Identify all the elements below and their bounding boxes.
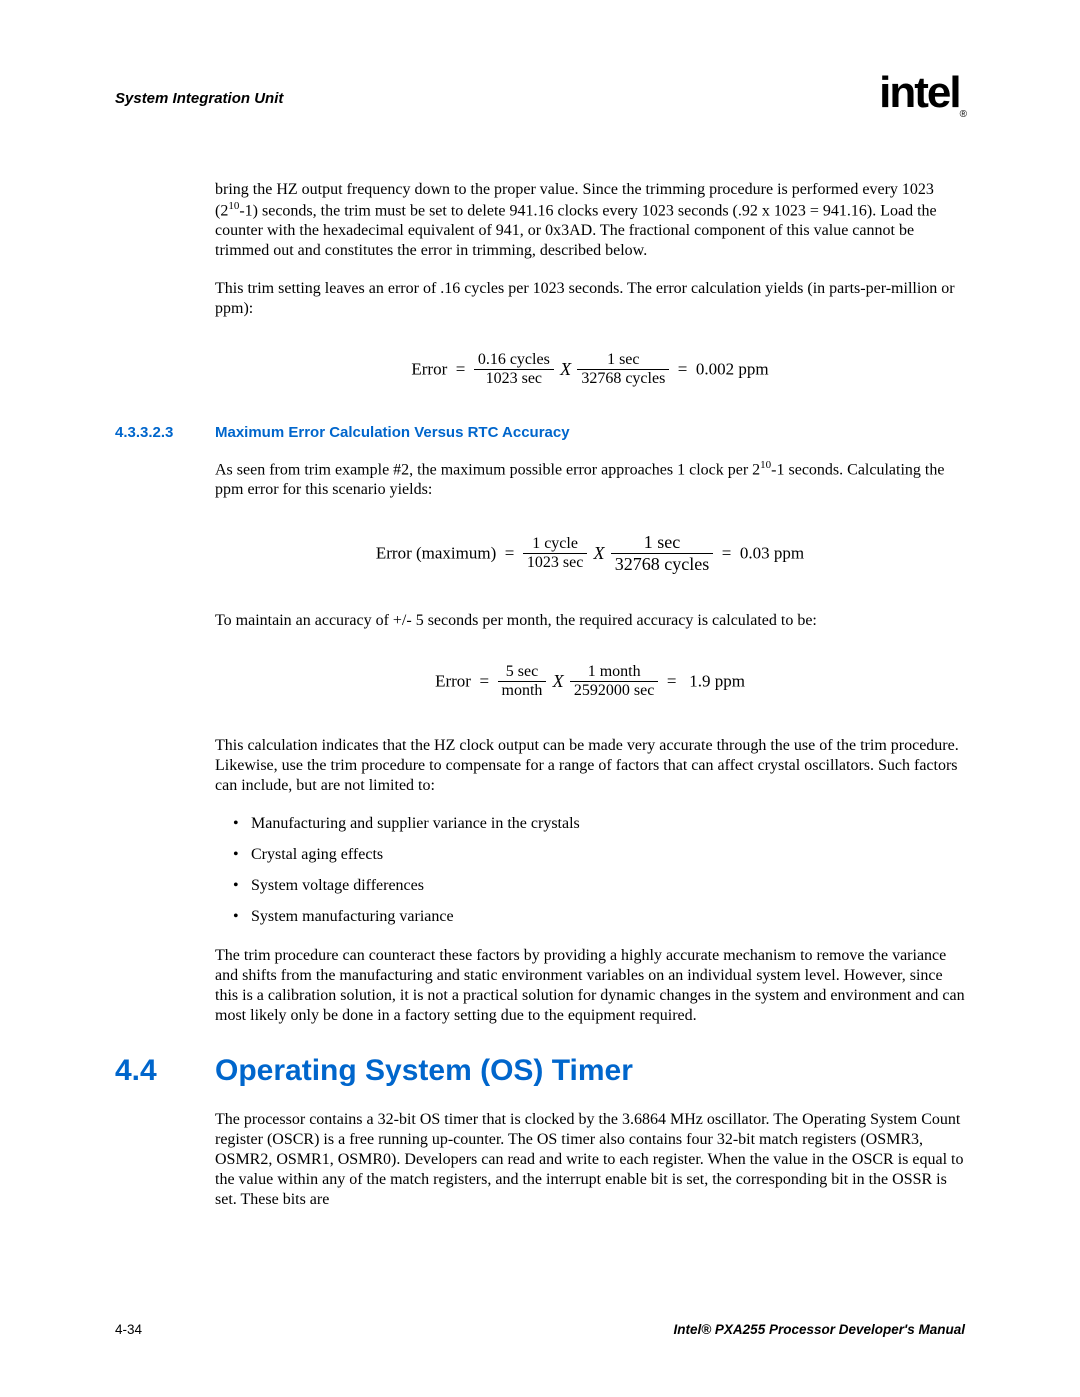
equation-error-max: Error (maximum) = 1 cycle 1023 sec X 1 s…	[215, 532, 965, 575]
list-item: System manufacturing variance	[233, 907, 965, 928]
list-item: System voltage differences	[233, 876, 965, 897]
section-number: 4.3.3.2.3	[115, 424, 215, 441]
paragraph: The processor contains a 32-bit OS timer…	[215, 1110, 965, 1210]
list-item: Manufacturing and supplier variance in t…	[233, 814, 965, 835]
page-footer: 4-34 Intel® PXA255 Processor Developer's…	[115, 1322, 965, 1337]
paragraph: The trim procedure can counteract these …	[215, 946, 965, 1026]
content-block: The processor contains a 32-bit OS timer…	[215, 1110, 965, 1210]
paragraph: As seen from trim example #2, the maximu…	[215, 459, 965, 500]
list-item: Crystal aging effects	[233, 845, 965, 866]
intel-logo: intel®	[879, 68, 965, 120]
content-block: bring the HZ output frequency down to th…	[215, 180, 965, 388]
manual-title: Intel® PXA255 Processor Developer's Manu…	[673, 1322, 965, 1337]
bullet-list: Manufacturing and supplier variance in t…	[233, 814, 965, 927]
chapter-title: System Integration Unit	[115, 90, 283, 107]
paragraph: bring the HZ output frequency down to th…	[215, 180, 965, 261]
page-number: 4-34	[115, 1322, 142, 1337]
paragraph: To maintain an accuracy of +/- 5 seconds…	[215, 611, 965, 631]
paragraph: This calculation indicates that the HZ c…	[215, 736, 965, 796]
section-heading: 4.3.3.2.3 Maximum Error Calculation Vers…	[115, 424, 965, 441]
section-number: 4.4	[115, 1054, 215, 1088]
content-block: As seen from trim example #2, the maximu…	[215, 459, 965, 1026]
section-heading-major: 4.4 Operating System (OS) Timer	[115, 1054, 965, 1088]
equation-error-1: Error = 0.16 cycles 1023 sec X 1 sec 327…	[215, 351, 965, 388]
paragraph: This trim setting leaves an error of .16…	[215, 279, 965, 319]
section-title: Operating System (OS) Timer	[215, 1054, 633, 1088]
page-header: System Integration Unit intel®	[115, 78, 965, 120]
section-title: Maximum Error Calculation Versus RTC Acc…	[215, 424, 570, 441]
equation-error-month: Error = 5 sec month X 1 month 2592000 se…	[215, 663, 965, 700]
